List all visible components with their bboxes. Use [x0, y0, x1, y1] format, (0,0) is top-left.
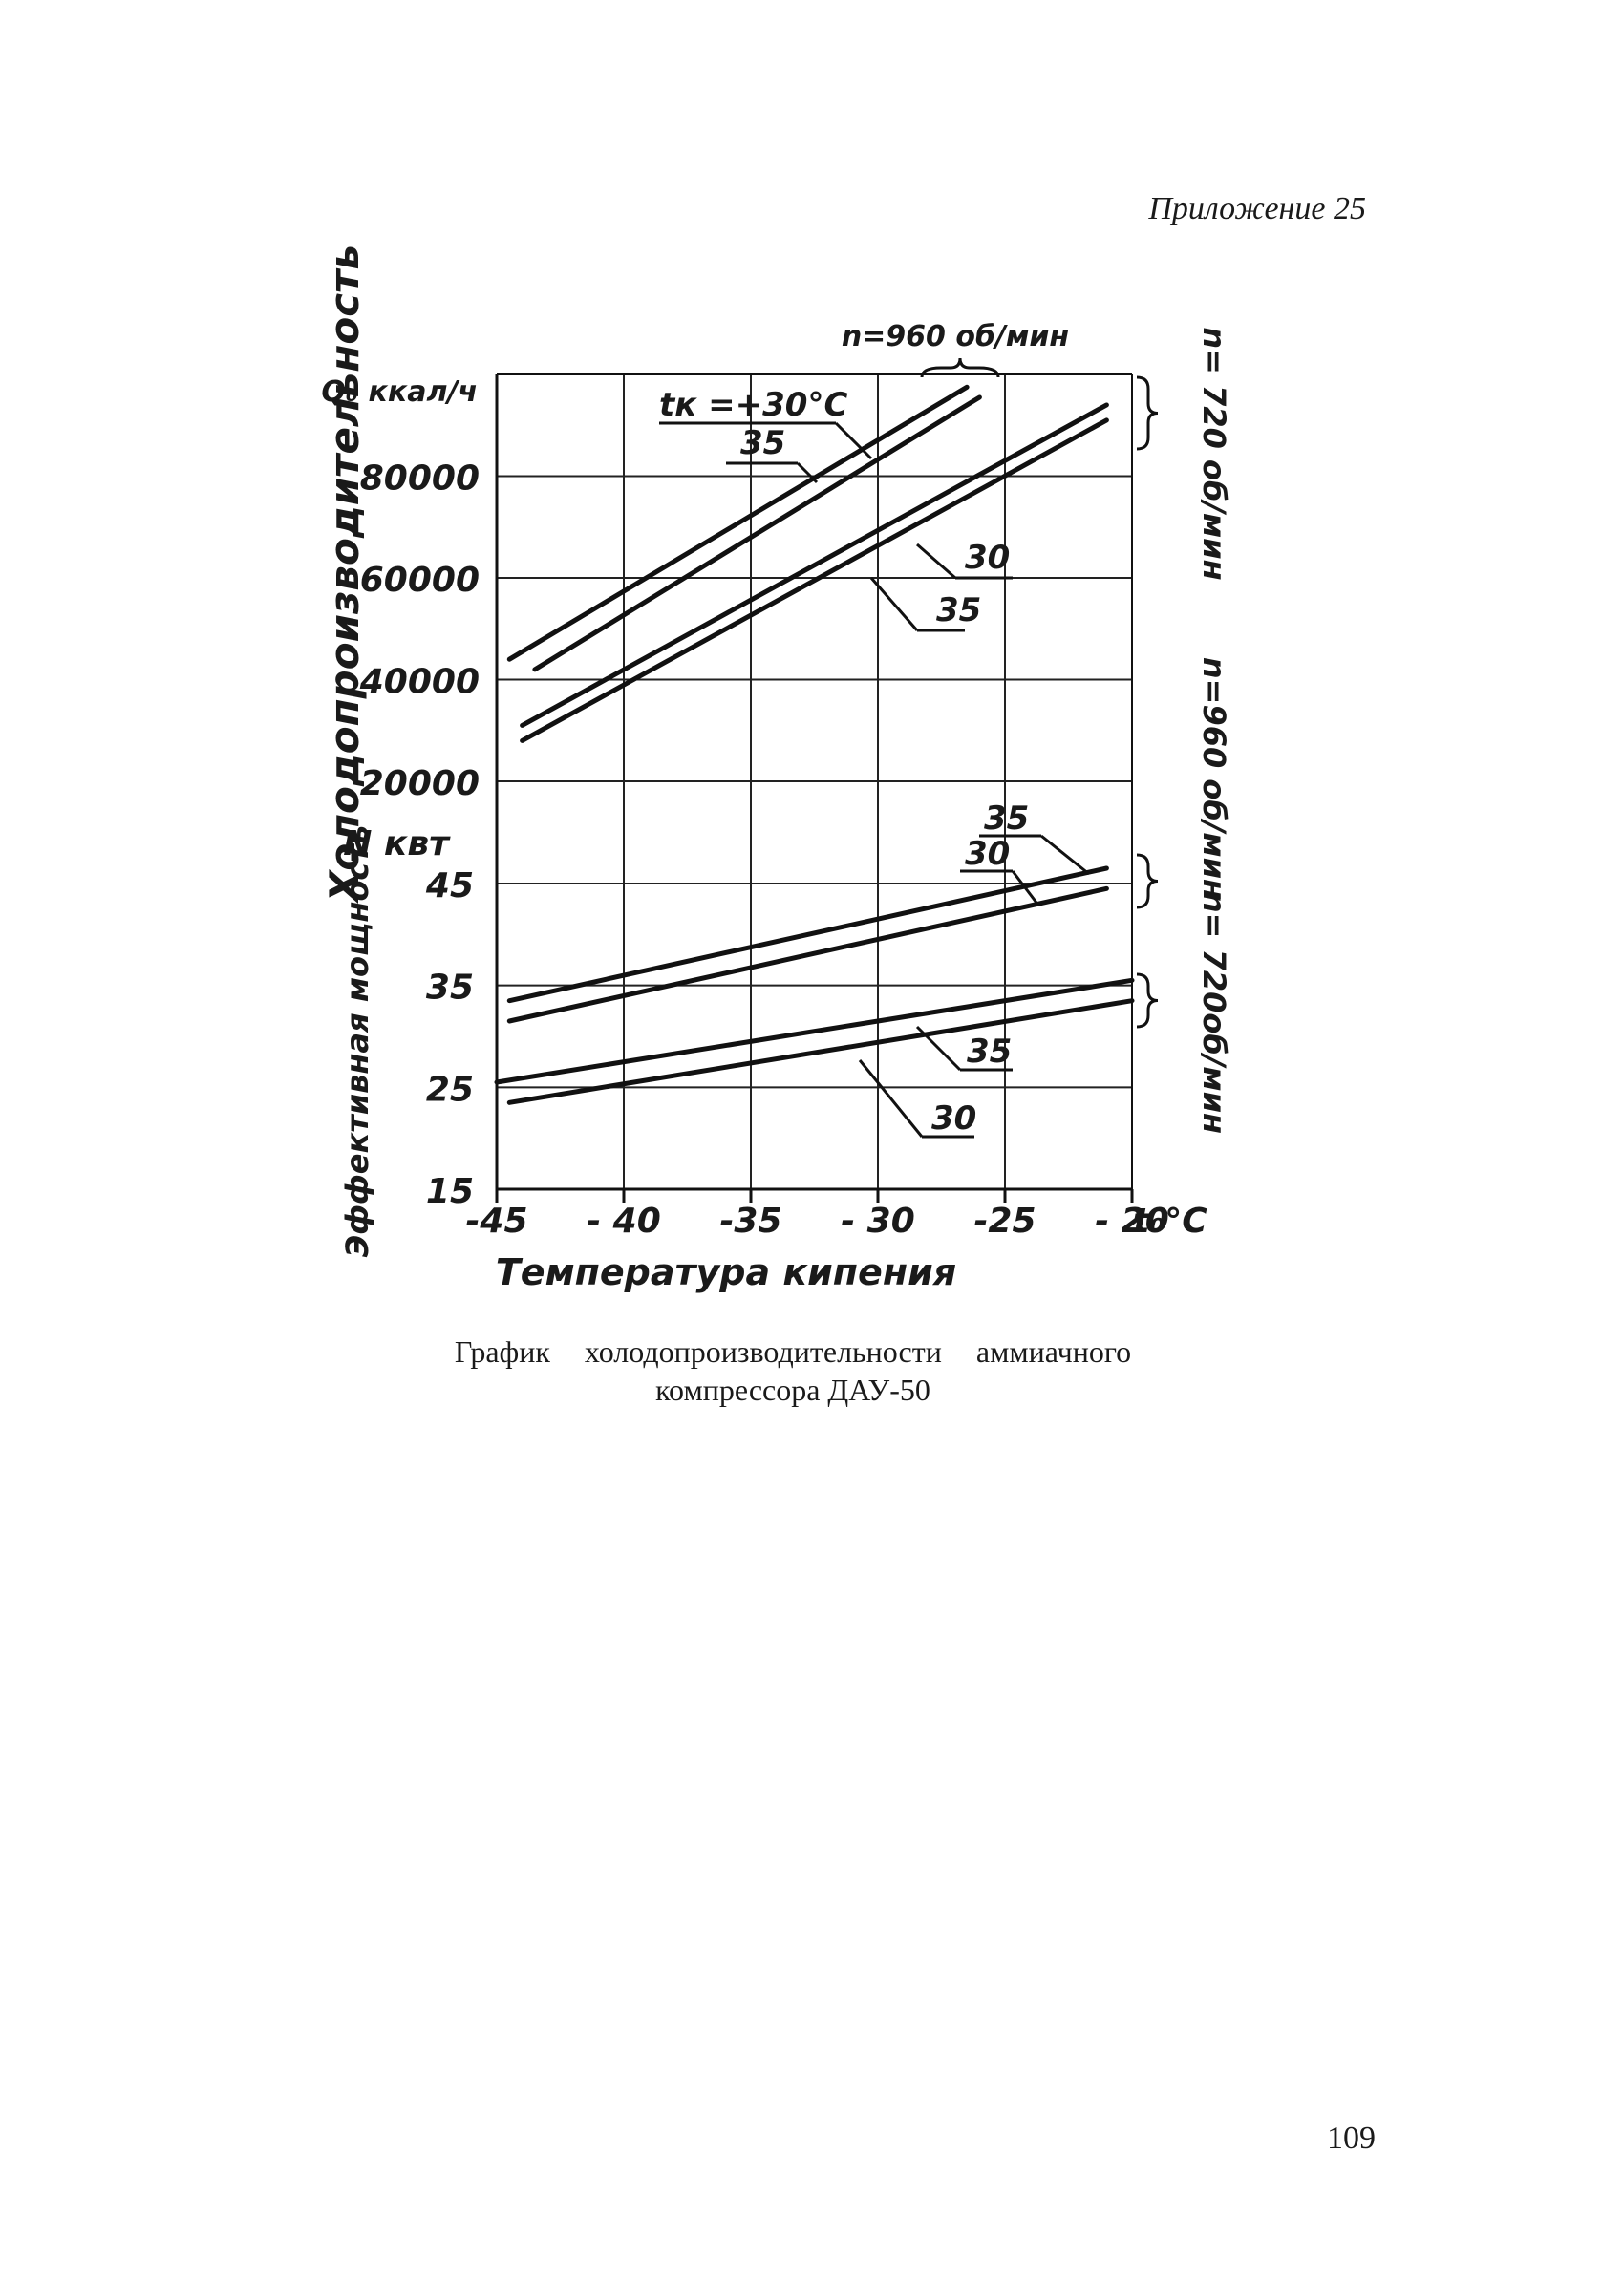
upper-right-label: n= 720 об/мин — [1196, 327, 1232, 580]
lower-annotation-3-leader — [915, 1025, 962, 1072]
lower-annotation-1: 35 — [984, 799, 1029, 838]
chart-frame — [495, 373, 1134, 1203]
lower-right-label-960: n=960 об/мин — [1196, 657, 1232, 900]
upper-y-unit: Q₀ ккал/ч — [321, 375, 478, 409]
x-tick-label: - 30 — [841, 1202, 915, 1241]
upper-annotation-2: 35 — [740, 424, 785, 462]
upper-series-line-2 — [532, 394, 982, 672]
figure-caption: График холодопроизводительности аммиачно… — [325, 1332, 1261, 1409]
upper-series-line-4 — [520, 417, 1109, 743]
page-header: Приложение 25 — [1148, 191, 1366, 226]
upper-y-tick-label: 80000 — [360, 459, 480, 499]
right-brace-lower-720 — [1136, 972, 1159, 1029]
lower-y-tick-label: 25 — [426, 1070, 474, 1109]
upper-y-tick-label: 40000 — [359, 663, 480, 702]
lower-annotation-2-leader — [1011, 870, 1038, 904]
caption-line-2: компрессора ДАУ-50 — [655, 1373, 930, 1407]
upper-y-axis-title: Холодопроизводительность — [321, 245, 368, 905]
upper-top-brace — [920, 357, 1000, 378]
lower-series-line-2 — [506, 885, 1109, 1024]
lower-annotation-4: 30 — [931, 1099, 976, 1138]
upper-series-line-1 — [506, 384, 970, 662]
x-tick-label: -35 — [719, 1202, 781, 1241]
right-brace-lower-960 — [1136, 853, 1159, 909]
upper-annotation-3-leader — [916, 543, 956, 580]
upper-annotation-3: 30 — [965, 539, 1010, 577]
lower-annotation-3: 35 — [967, 1033, 1012, 1071]
lower-annotation-4-leader — [858, 1059, 924, 1138]
page-number: 109 — [1327, 2120, 1376, 2156]
caption-line-1: График холодопроизводительности аммиачно… — [454, 1334, 1132, 1369]
upper-y-tick-label: 60000 — [360, 561, 480, 600]
upper-series-line-3 — [520, 402, 1109, 728]
lower-series-line-3 — [494, 977, 1135, 1085]
upper-annotation-4-leader — [869, 577, 919, 631]
lower-y-tick-label: 15 — [426, 1172, 474, 1211]
lower-y-unit: N квт — [343, 824, 451, 863]
lower-right-label-720: n= 720об/мин — [1196, 891, 1232, 1134]
upper-annotation-4: 35 — [936, 591, 981, 629]
x-tick-label: -25 — [973, 1202, 1036, 1241]
x-tick-label: - 40 — [587, 1202, 661, 1241]
upper-annotation-1: tк =+30°C — [659, 386, 847, 424]
lower-annotation-2: 30 — [965, 835, 1010, 873]
upper-annotation-2-leader — [796, 461, 819, 484]
x-axis-title: Температура кипения — [496, 1251, 956, 1293]
chart-series — [494, 384, 1135, 1105]
x-tick-label: -45 — [465, 1202, 527, 1241]
lower-y-axis-title: Эффективная мощность — [339, 825, 375, 1257]
upper-y-tick-label: 20000 — [360, 764, 480, 803]
lower-y-tick-label: 45 — [425, 866, 474, 906]
lower-series-line-1 — [506, 865, 1109, 1004]
right-brace-upper — [1136, 375, 1159, 451]
x-axis-unit: t₀°C — [1133, 1202, 1207, 1241]
lower-annotation-1-leader — [1040, 834, 1090, 876]
lower-series-line-4 — [506, 998, 1135, 1105]
x-tick-label: - 20 — [1095, 1202, 1169, 1241]
upper-annotation-1-leader — [834, 421, 873, 460]
upper-top-label: n=960 об/мин — [842, 320, 1069, 353]
lower-y-tick-label: 35 — [426, 969, 474, 1008]
